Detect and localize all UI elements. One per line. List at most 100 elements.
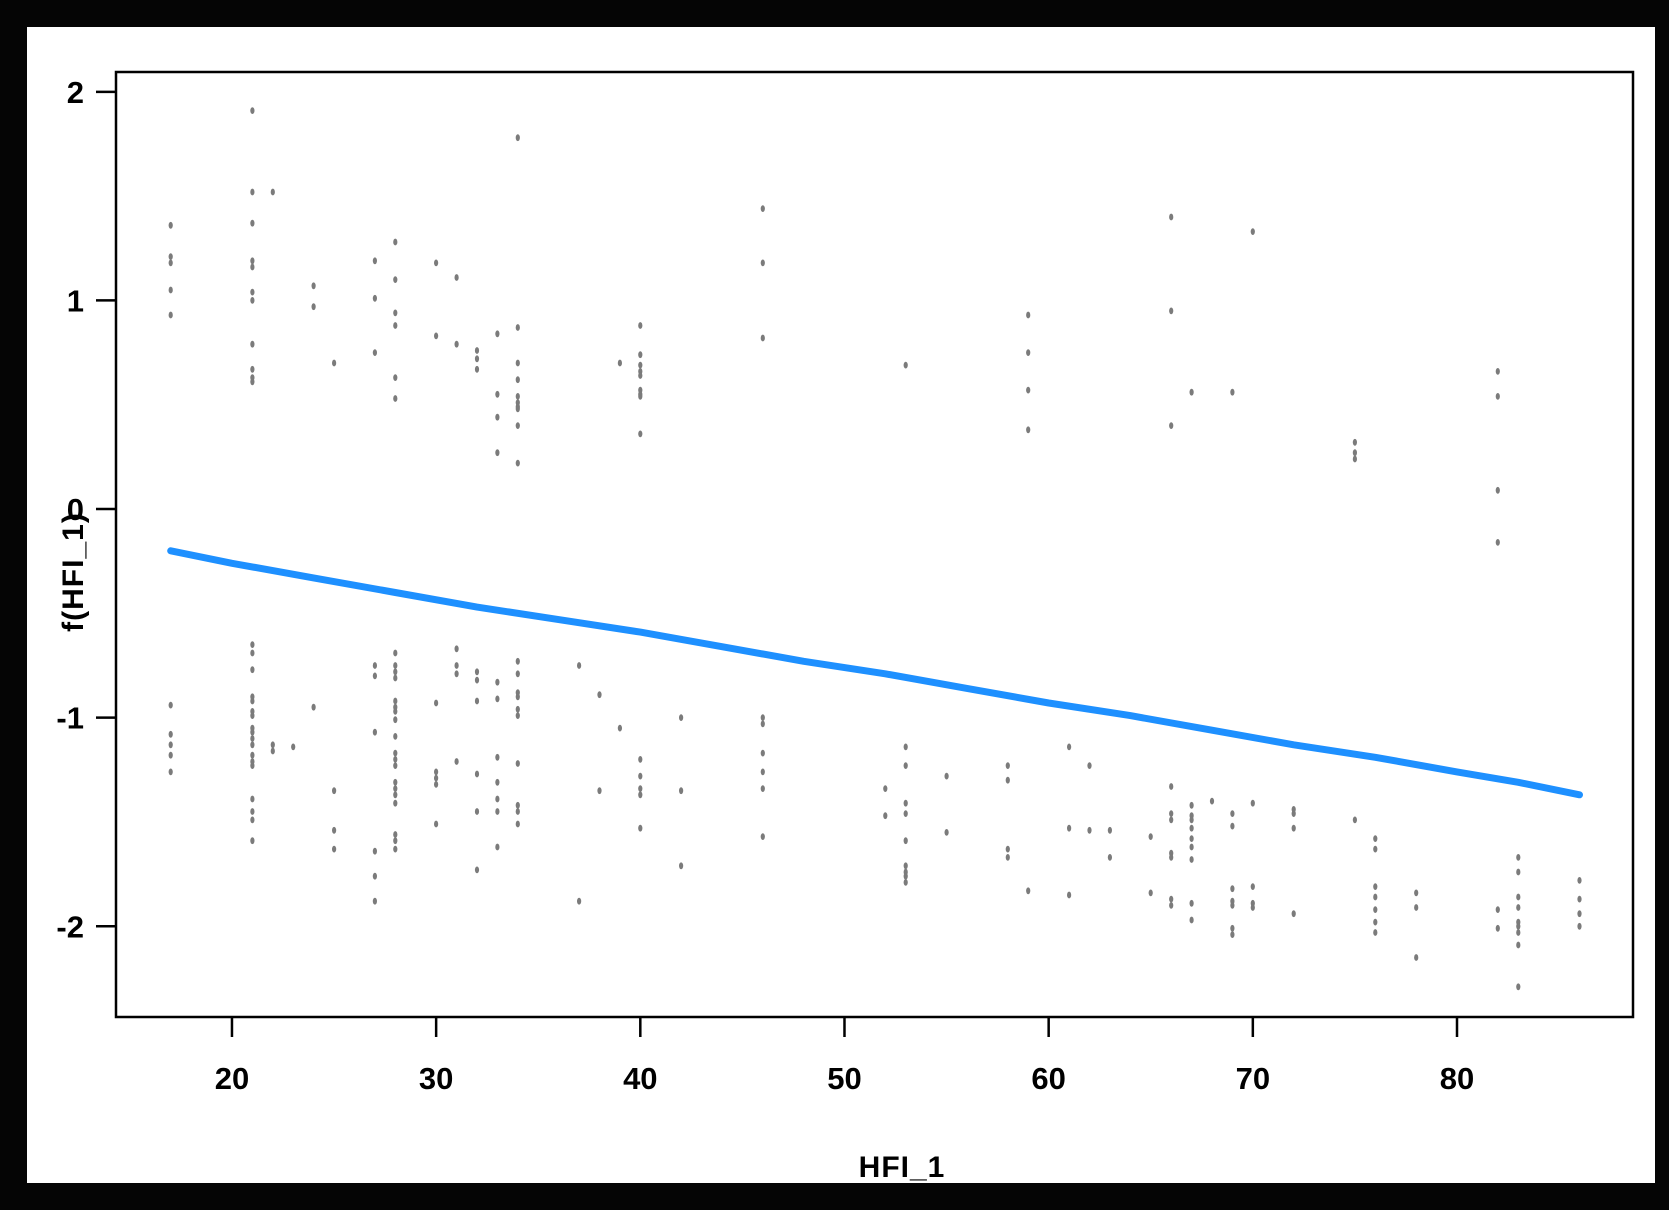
data-point (1516, 893, 1521, 901)
data-point (1067, 891, 1072, 899)
data-point (393, 831, 398, 838)
x-tick-label: 70 (1236, 1061, 1270, 1096)
data-point (1495, 368, 1500, 375)
data-point (1516, 983, 1521, 991)
data-point (393, 837, 398, 845)
data-point (1189, 816, 1194, 824)
data-point (495, 695, 500, 703)
data-point (1169, 810, 1174, 817)
data-point (250, 751, 255, 759)
data-point (903, 361, 908, 369)
data-point (515, 693, 520, 701)
data-point (393, 762, 398, 769)
data-point (393, 799, 398, 807)
y-axis-title: f(HFI_1) (57, 512, 90, 632)
data-point (393, 749, 398, 757)
x-tick-label: 20 (215, 1061, 249, 1096)
data-point (495, 808, 500, 815)
data-point (495, 795, 500, 803)
scatter-points (168, 107, 1582, 991)
data-point (250, 666, 255, 674)
data-point (1495, 924, 1500, 932)
data-point (250, 728, 255, 736)
data-point (1067, 743, 1072, 751)
data-point (168, 730, 173, 738)
data-point (393, 708, 398, 715)
y-tick-label: -2 (56, 909, 84, 944)
data-point (474, 770, 480, 778)
data-point (1230, 931, 1235, 938)
data-point (903, 762, 908, 769)
data-point (393, 649, 398, 657)
data-point (515, 405, 520, 413)
data-point (250, 219, 255, 227)
data-point (577, 662, 582, 669)
data-point (903, 872, 908, 880)
x-tick-label: 60 (1031, 1061, 1065, 1096)
data-point (515, 134, 520, 142)
data-point (1169, 307, 1174, 315)
data-point (1577, 910, 1582, 918)
data-point (393, 238, 398, 246)
data-point (515, 705, 520, 713)
data-point (944, 829, 949, 836)
data-point (393, 276, 398, 283)
data-point (515, 459, 520, 467)
plot-box (114, 70, 1635, 1019)
data-point (638, 824, 643, 832)
data-point (250, 641, 255, 648)
data-point (903, 862, 908, 870)
data-point (372, 672, 377, 680)
data-point (250, 188, 255, 196)
data-point (311, 282, 316, 290)
data-point (617, 724, 623, 732)
data-point (679, 862, 684, 870)
data-point (760, 768, 765, 776)
data-point (393, 662, 398, 669)
data-point (393, 778, 398, 786)
data-point (760, 259, 765, 267)
data-point (1373, 929, 1378, 936)
data-point (1495, 539, 1500, 546)
data-point (1189, 388, 1194, 396)
x-tick-label: 30 (419, 1061, 453, 1096)
data-point (311, 303, 316, 311)
data-point (1230, 810, 1235, 817)
data-point (1189, 835, 1194, 842)
data-point (1352, 449, 1357, 457)
data-point (393, 785, 398, 792)
data-point (1516, 929, 1521, 936)
data-point (168, 741, 173, 749)
data-point (474, 355, 480, 363)
data-point (250, 263, 255, 271)
data-point (372, 872, 377, 880)
data-point (393, 756, 398, 763)
data-point (760, 334, 765, 342)
data-point (1516, 904, 1521, 911)
data-point (1516, 854, 1521, 861)
data-point (515, 808, 520, 815)
data-point (495, 678, 500, 686)
data-point (1373, 835, 1378, 842)
data-point (1516, 941, 1521, 949)
data-point (1026, 887, 1031, 895)
data-point (372, 257, 377, 265)
data-point (434, 781, 439, 788)
data-point (332, 787, 337, 795)
data-point (903, 743, 908, 751)
data-point (250, 712, 255, 719)
data-point (1230, 822, 1235, 830)
data-point (903, 837, 908, 845)
data-point (168, 701, 173, 709)
data-point (515, 376, 520, 384)
data-point (1189, 801, 1194, 809)
data-point (638, 351, 643, 359)
data-point (1495, 393, 1500, 400)
data-point (1189, 843, 1194, 851)
data-point (250, 837, 255, 845)
data-point (1291, 810, 1296, 817)
data-point (250, 365, 255, 373)
data-point (454, 662, 459, 669)
data-point (434, 774, 439, 782)
data-point (1495, 906, 1500, 913)
